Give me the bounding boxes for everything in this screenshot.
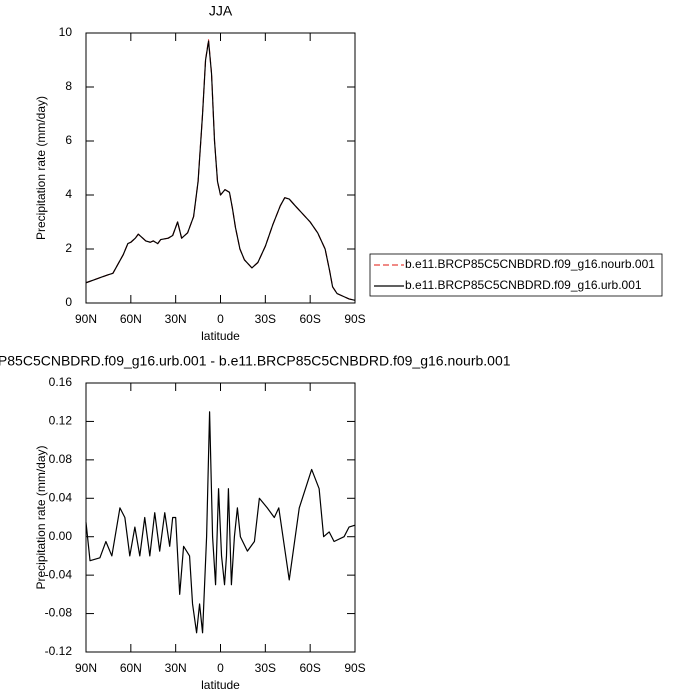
- y-axis-label: Precipitation rate (mm/day): [34, 96, 48, 240]
- y-tick-label: 8: [65, 79, 72, 93]
- y-tick-label: 0.12: [49, 414, 73, 428]
- y-axis-label: Precipitation rate (mm/day): [34, 445, 48, 589]
- series-line: [85, 39, 356, 301]
- chart-title: JJA: [209, 3, 233, 19]
- y-tick-label: -0.08: [45, 606, 73, 620]
- x-tick-label: 60N: [120, 661, 142, 675]
- x-tick-label: 60S: [299, 661, 320, 675]
- y-tick-label: 0.08: [49, 452, 73, 466]
- x-tick-label: 90N: [75, 312, 97, 326]
- y-tick-label: 2: [65, 241, 72, 255]
- x-axis-label: latitude: [201, 678, 240, 692]
- y-tick-label: 0.16: [49, 375, 73, 389]
- y-tick-label: 4: [65, 187, 72, 201]
- legend-label: b.e11.BRCP85C5CNBDRD.f09_g16.nourb.001: [405, 257, 655, 271]
- x-axis-label: latitude: [201, 329, 240, 343]
- x-tick-label: 90S: [344, 661, 365, 675]
- y-tick-label: -0.04: [45, 567, 73, 581]
- y-tick-label: 0.00: [49, 529, 73, 543]
- y-tick-label: 6: [65, 133, 72, 147]
- x-tick-label: 90S: [344, 312, 365, 326]
- x-tick-label: 60N: [120, 312, 142, 326]
- series-line: [85, 40, 356, 301]
- series-line: [85, 411, 356, 634]
- x-tick-label: 30N: [165, 312, 187, 326]
- legend-label: b.e11.BRCP85C5CNBDRD.f09_g16.urb.001: [405, 278, 642, 292]
- legend-box: [369, 253, 663, 297]
- chart-title: b.e11.BRCP85C5CNBDRD.f09_g16.urb.001 - b…: [0, 353, 511, 369]
- x-tick-label: 30S: [255, 661, 276, 675]
- y-tick-label: 0.04: [49, 490, 73, 504]
- y-tick-label: 10: [59, 25, 73, 39]
- y-tick-label: 0: [65, 295, 72, 309]
- plot-frame: [85, 382, 356, 653]
- x-tick-label: 30N: [165, 661, 187, 675]
- x-tick-label: 0: [217, 661, 224, 675]
- y-tick-label: -0.12: [45, 644, 73, 658]
- x-tick-label: 30S: [255, 312, 276, 326]
- x-tick-label: 0: [217, 312, 224, 326]
- plot-frame: [85, 32, 356, 304]
- x-tick-label: 90N: [75, 661, 97, 675]
- x-tick-label: 60S: [299, 312, 320, 326]
